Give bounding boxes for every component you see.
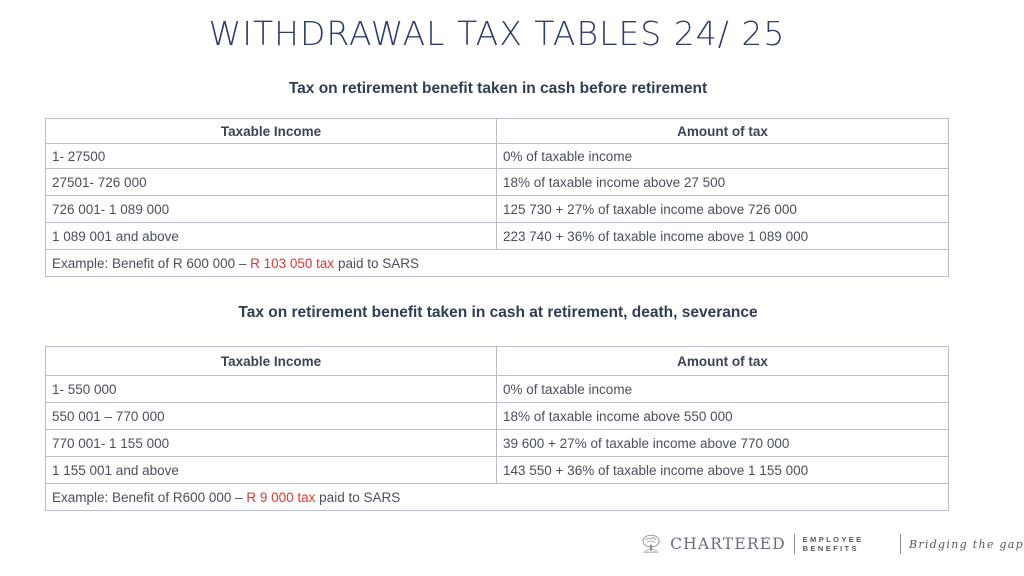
example-row: Example: Benefit of R 600 000 – R 103 05… <box>45 249 949 277</box>
income-bracket-cell: 1- 27500 <box>45 143 497 169</box>
example-row: Example: Benefit of R600 000 – R 9 000 t… <box>45 483 949 511</box>
brand-tagline: Bridging the gap <box>908 537 1024 551</box>
income-bracket-cell: 27501- 726 000 <box>45 168 497 196</box>
example-prefix: Example: Benefit of R 600 000 – <box>52 255 251 271</box>
income-bracket-cell: 1- 550 000 <box>45 375 497 403</box>
footer-divider <box>900 534 901 554</box>
table-row: 1- 27500 0% of taxable income <box>45 143 949 169</box>
section2-heading: Tax on retirement benefit taken in cash … <box>238 304 758 321</box>
company-footer: CHARTERED EMPLOYEE BENEFITS Bridging the… <box>640 526 1024 562</box>
example-suffix: paid to SARS <box>315 489 401 505</box>
at-retirement-tax-table: Taxable Income Amount of tax 1- 550 000 … <box>45 346 949 511</box>
tax-amount-cell: 143 550 + 36% of taxable income above 1 … <box>496 456 949 484</box>
example-tax-amount: R 9 000 tax <box>246 489 316 505</box>
table-header-row: Taxable Income Amount of tax <box>45 118 949 144</box>
table-row: 1 155 001 and above 143 550 + 36% of tax… <box>45 456 949 484</box>
tax-amount-cell: 125 730 + 27% of taxable income above 72… <box>496 195 949 223</box>
brand-division: EMPLOYEE BENEFITS <box>802 535 864 553</box>
table-row: 726 001- 1 089 000 125 730 + 27% of taxa… <box>45 195 949 223</box>
tax-amount-cell: 0% of taxable income <box>496 143 949 169</box>
footer-divider <box>793 534 795 554</box>
column-header-amount-of-tax: Amount of tax <box>496 118 949 144</box>
example-cell: Example: Benefit of R 600 000 – R 103 05… <box>45 249 949 277</box>
income-bracket-cell: 1 089 001 and above <box>45 222 497 250</box>
example-suffix: paid to SARS <box>334 255 419 271</box>
brand-name: CHARTERED <box>670 535 786 553</box>
example-cell: Example: Benefit of R600 000 – R 9 000 t… <box>45 483 949 511</box>
table-row: 1 089 001 and above 223 740 + 36% of tax… <box>45 222 949 250</box>
tax-amount-cell: 39 600 + 27% of taxable income above 770… <box>496 429 949 457</box>
tax-amount-cell: 223 740 + 36% of taxable income above 1 … <box>496 222 949 250</box>
income-bracket-cell: 726 001- 1 089 000 <box>45 195 497 223</box>
column-header-taxable-income: Taxable Income <box>45 346 497 376</box>
column-header-amount-of-tax: Amount of tax <box>496 346 949 376</box>
table-row: 550 001 – 770 000 18% of taxable income … <box>45 402 949 430</box>
income-bracket-cell: 550 001 – 770 000 <box>45 402 497 430</box>
tree-crest-icon <box>642 534 660 553</box>
example-prefix: Example: Benefit of R600 000 – <box>52 489 247 505</box>
table-header-row: Taxable Income Amount of tax <box>45 346 949 376</box>
page-title: WITHDRAWAL TAX TABLES 24/ 25 <box>208 14 786 53</box>
section1-heading: Tax on retirement benefit taken in cash … <box>288 80 708 97</box>
table-row: 27501- 726 000 18% of taxable income abo… <box>45 168 949 196</box>
tax-amount-cell: 18% of taxable income above 27 500 <box>496 168 949 196</box>
table-row: 1- 550 000 0% of taxable income <box>45 375 949 403</box>
before-retirement-tax-table: Taxable Income Amount of tax 1- 27500 0%… <box>45 118 949 277</box>
column-header-taxable-income: Taxable Income <box>45 118 497 144</box>
tax-amount-cell: 18% of taxable income above 550 000 <box>496 402 949 430</box>
income-bracket-cell: 770 001- 1 155 000 <box>45 429 497 457</box>
example-tax-amount: R 103 050 tax <box>250 255 335 271</box>
income-bracket-cell: 1 155 001 and above <box>45 456 497 484</box>
table-row: 770 001- 1 155 000 39 600 + 27% of taxab… <box>45 429 949 457</box>
tax-amount-cell: 0% of taxable income <box>496 375 949 403</box>
